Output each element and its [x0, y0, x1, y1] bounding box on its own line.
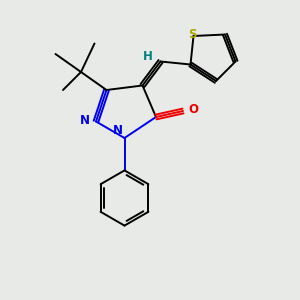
Text: O: O: [188, 103, 198, 116]
Text: H: H: [143, 50, 153, 64]
Text: N: N: [80, 114, 89, 128]
Text: N: N: [113, 124, 123, 136]
Text: S: S: [188, 28, 196, 41]
